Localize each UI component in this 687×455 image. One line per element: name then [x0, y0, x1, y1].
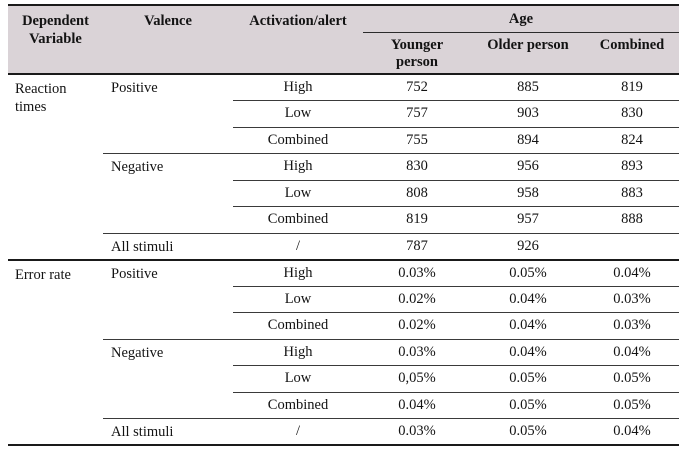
- valence-cell: All stimuli: [111, 424, 174, 440]
- activation-cell: Combined: [233, 127, 363, 154]
- activation-cell: Combined: [233, 392, 363, 419]
- younger-value-cell: 757: [363, 100, 471, 128]
- activation-alert-header: Activation/alert: [233, 5, 363, 75]
- table-row: All stimuli / 0.03% 0.05% 0.04%: [8, 419, 679, 446]
- activation-cell: Combined: [233, 312, 363, 340]
- table-row: Combined 0.02% 0.04% 0.03%: [8, 312, 680, 340]
- younger-value-cell: 830: [363, 153, 471, 181]
- table-row: Low 0.02% 0.04% 0.03%: [8, 286, 680, 313]
- younger-value-cell: 808: [363, 180, 471, 207]
- header-row-sub: Younger person Older person Combined: [8, 32, 680, 75]
- table-header: Dependent Variable Valence Activation/al…: [8, 5, 680, 75]
- valence-cell: All stimuli: [103, 233, 233, 261]
- table-row: All stimuli / 787 926: [8, 233, 680, 261]
- dependent-variable-cell: Reaction times: [8, 74, 103, 261]
- combined-value-cell: 0.04%: [585, 339, 680, 366]
- combined-value-cell: 819: [585, 74, 680, 101]
- valence-cell: Positive: [103, 259, 233, 340]
- combined-value-cell: [585, 233, 680, 261]
- table-row: Negative High 0.03% 0.04% 0.04%: [8, 339, 680, 419]
- older-value-cell: 0.05%: [471, 365, 585, 393]
- valence-cell: Negative: [103, 339, 233, 419]
- activation-cell: /: [295, 423, 301, 439]
- older-value-cell: 957: [471, 206, 585, 234]
- dependent-variable-cell: Error rate: [15, 266, 71, 283]
- older-value-cell: 958: [471, 180, 585, 207]
- older-value-cell: 0.05%: [471, 392, 585, 419]
- table-row: Negative High 830 956 893: [8, 153, 680, 234]
- combined-header: Combined: [585, 32, 680, 75]
- younger-value-cell: 0.03%: [398, 423, 436, 439]
- activation-cell: High: [233, 74, 363, 101]
- activation-cell: High: [233, 259, 363, 287]
- older-value-cell: 956: [471, 153, 585, 181]
- combined-value-cell: 893: [585, 153, 680, 181]
- combined-value-cell: 0.05%: [585, 392, 680, 419]
- table-row: Error rate Positive High 0.03% 0.05% 0.0…: [8, 259, 680, 340]
- older-value-cell: 0.04%: [471, 312, 585, 340]
- younger-value-cell: 0,05%: [363, 365, 471, 393]
- table-row: Combined 755 894 824: [8, 127, 680, 154]
- older-value-cell: 926: [471, 233, 585, 261]
- younger-person-header: Younger person: [363, 32, 471, 75]
- older-value-cell: 0.04%: [471, 339, 585, 366]
- results-table: Dependent Variable Valence Activation/al…: [8, 4, 680, 446]
- activation-cell: Low: [233, 365, 363, 393]
- activation-cell: Low: [233, 180, 363, 207]
- activation-cell: Low: [233, 100, 363, 128]
- table-row: Combined 0.04% 0.05% 0.05%: [8, 392, 680, 419]
- valence-cell: Negative: [103, 153, 233, 234]
- younger-value-cell: 787: [363, 233, 471, 261]
- age-group-header: Age: [363, 5, 680, 33]
- older-person-header: Older person: [471, 32, 585, 75]
- combined-value-cell: 824: [585, 127, 680, 154]
- younger-value-cell: 0.02%: [363, 286, 471, 313]
- older-value-cell: 894: [471, 127, 585, 154]
- younger-value-cell: 0.02%: [363, 312, 471, 340]
- combined-value-cell: 888: [585, 206, 680, 234]
- activation-cell: Combined: [233, 206, 363, 234]
- younger-value-cell: 819: [363, 206, 471, 234]
- dependent-variable-header: Dependent Variable: [8, 5, 103, 75]
- table-body: Reaction times Positive High 752 885 819…: [8, 74, 680, 446]
- older-value-cell: 0.05%: [471, 259, 585, 287]
- combined-value-cell: 0.04%: [613, 423, 651, 439]
- activation-cell: /: [233, 233, 363, 261]
- results-table-container: Dependent Variable Valence Activation/al…: [8, 4, 680, 446]
- table-row: Combined 819 957 888: [8, 206, 680, 234]
- younger-value-cell: 0.04%: [363, 392, 471, 419]
- combined-value-cell: 0.05%: [585, 365, 680, 393]
- table-row: Low 757 903 830: [8, 100, 680, 128]
- activation-cell: High: [233, 339, 363, 366]
- valence-header: Valence: [103, 5, 233, 75]
- activation-cell: High: [233, 153, 363, 181]
- combined-value-cell: 0.03%: [585, 312, 680, 340]
- combined-value-cell: 883: [585, 180, 680, 207]
- table-row: Low 808 958 883: [8, 180, 680, 207]
- older-value-cell: 885: [471, 74, 585, 101]
- combined-value-cell: 0.03%: [585, 286, 680, 313]
- older-value-cell: 903: [471, 100, 585, 128]
- older-value-cell: 0.04%: [471, 286, 585, 313]
- combined-value-cell: 0.04%: [585, 259, 680, 287]
- younger-value-cell: 755: [363, 127, 471, 154]
- header-row-top: Dependent Variable Valence Activation/al…: [8, 5, 680, 75]
- younger-value-cell: 0.03%: [363, 339, 471, 366]
- younger-value-cell: 752: [363, 74, 471, 101]
- valence-cell: Positive: [103, 74, 233, 154]
- activation-cell: Low: [233, 286, 363, 313]
- table-row: Reaction times Positive High 752 885 819: [8, 74, 680, 261]
- older-value-cell: 0.05%: [509, 423, 547, 439]
- younger-value-cell: 0.03%: [363, 259, 471, 287]
- combined-value-cell: 830: [585, 100, 680, 128]
- table-row: Low 0,05% 0.05% 0.05%: [8, 365, 680, 393]
